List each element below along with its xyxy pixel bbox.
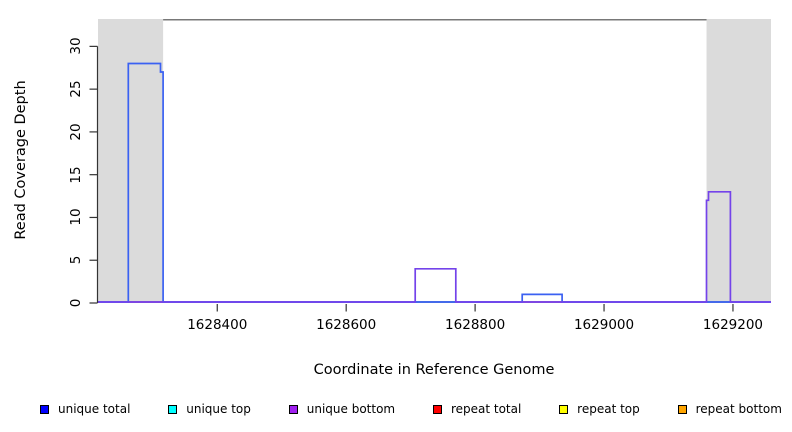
legend-label: repeat total <box>450 402 522 416</box>
x-axis-title: Coordinate in Reference Genome <box>313 362 555 378</box>
legend-item-unique-total: unique total <box>40 402 130 416</box>
legend-label: repeat bottom <box>695 402 782 416</box>
legend-swatch-icon <box>432 404 442 414</box>
legend-label: unique total <box>58 402 131 416</box>
legend-swatch-icon <box>559 404 569 414</box>
legend: unique total unique top unique bottom repea… <box>0 396 792 422</box>
plot-canvas <box>98 19 771 303</box>
y-tick-label: 5 <box>68 255 84 265</box>
legend-item-repeat-total: repeat total <box>432 402 522 416</box>
legend-swatch-icon <box>677 404 687 414</box>
x-tick-label: 1629000 <box>573 317 635 333</box>
x-tick-label: 1628600 <box>316 317 377 333</box>
legend-item-unique-top: unique top <box>168 402 251 416</box>
y-tick-label: 30 <box>68 37 84 55</box>
shaded-region <box>706 19 771 303</box>
y-tick-label: 0 <box>68 298 84 308</box>
legend-label: unique bottom <box>306 402 396 416</box>
series-unique-bottom-line <box>98 190 771 303</box>
shaded-region <box>98 19 164 303</box>
legend-item-repeat-bottom: repeat bottom <box>677 402 782 416</box>
x-tick-label: 1628800 <box>445 317 506 333</box>
legend-swatch-icon <box>288 404 298 414</box>
legend-swatch-icon <box>40 404 49 414</box>
x-tick-label: 1628400 <box>187 317 248 333</box>
series-unique-total-line <box>98 62 771 303</box>
y-axis-title: Read Coverage Depth <box>13 80 29 240</box>
y-tick-label: 15 <box>68 166 84 184</box>
y-tick-label: 10 <box>68 208 84 227</box>
y-tick-label: 20 <box>68 123 84 141</box>
legend-label: repeat top <box>577 402 640 416</box>
x-tick-label: 1629200 <box>702 317 764 333</box>
y-tick-label: 25 <box>68 80 84 98</box>
legend-label: unique top <box>186 402 251 416</box>
legend-swatch-icon <box>168 404 178 414</box>
plot-area <box>98 19 771 303</box>
legend-item-unique-bottom: unique bottom <box>288 402 396 416</box>
legend-item-repeat-top: repeat top <box>559 402 640 416</box>
